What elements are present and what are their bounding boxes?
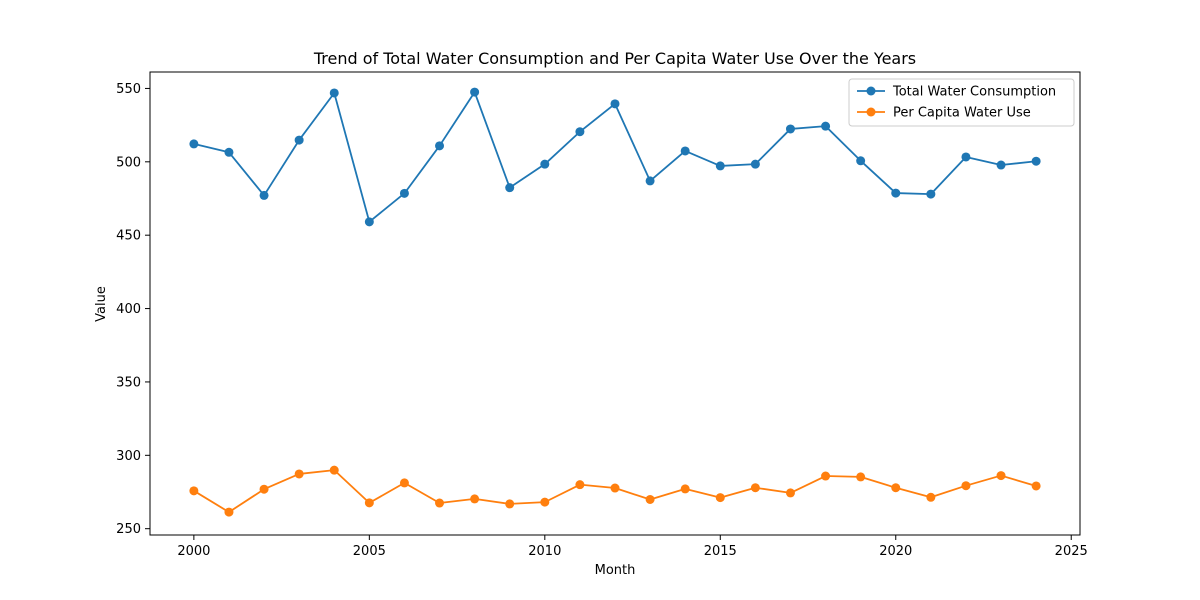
data-point xyxy=(996,160,1006,170)
data-point xyxy=(294,135,304,145)
data-point xyxy=(364,498,374,508)
y-axis-title: Value xyxy=(94,286,109,322)
data-point xyxy=(435,498,445,508)
data-point xyxy=(1031,156,1041,166)
legend-label: Total Water Consumption xyxy=(892,85,1056,100)
x-tick-label: 2000 xyxy=(177,544,210,559)
data-point xyxy=(680,146,690,156)
series-layer xyxy=(189,87,1041,517)
y-tick-label: 400 xyxy=(116,302,141,317)
data-point xyxy=(645,494,655,504)
data-point xyxy=(961,481,971,491)
x-axis-title: Month xyxy=(595,563,636,578)
legend-label: Per Capita Water Use xyxy=(893,106,1031,121)
data-point xyxy=(259,190,269,200)
y-tick-label: 500 xyxy=(116,155,141,170)
data-point xyxy=(926,492,936,502)
x-tick-label: 2015 xyxy=(704,544,737,559)
data-point xyxy=(540,159,550,169)
data-point xyxy=(1031,481,1041,491)
data-point xyxy=(715,493,725,503)
data-point xyxy=(610,99,620,109)
series-1 xyxy=(189,87,1041,227)
data-point xyxy=(540,497,550,507)
data-point xyxy=(470,494,480,504)
data-point xyxy=(785,488,795,498)
data-point xyxy=(750,483,760,493)
data-point xyxy=(996,471,1006,481)
data-point xyxy=(891,483,901,493)
data-point xyxy=(224,507,234,517)
y-tick-label: 350 xyxy=(116,375,141,390)
data-point xyxy=(364,217,374,227)
data-point xyxy=(856,156,866,166)
data-point xyxy=(329,465,339,475)
legend-marker xyxy=(866,107,876,117)
plot-area-frame xyxy=(149,71,1081,536)
x-tick-label: 2010 xyxy=(528,544,561,559)
data-point xyxy=(926,189,936,199)
y-tick-label: 450 xyxy=(116,229,141,244)
x-tick-label: 2005 xyxy=(353,544,386,559)
data-point xyxy=(224,147,234,157)
data-point xyxy=(821,471,831,481)
data-point xyxy=(294,469,304,479)
y-tick-label: 550 xyxy=(116,82,141,97)
legend-item: Total Water Consumption xyxy=(857,85,1056,100)
legend-box xyxy=(848,78,1075,127)
data-point xyxy=(189,486,199,496)
data-point xyxy=(856,472,866,482)
data-point xyxy=(821,121,831,131)
data-point xyxy=(399,188,409,198)
legend-marker xyxy=(866,86,876,96)
data-point xyxy=(645,176,655,186)
y-tick-label: 250 xyxy=(116,522,141,537)
data-point xyxy=(470,87,480,97)
x-tick-label: 2020 xyxy=(879,544,912,559)
data-point xyxy=(189,139,199,149)
data-point xyxy=(750,159,760,169)
data-point xyxy=(575,127,585,137)
data-point xyxy=(505,183,515,193)
legend-item: Per Capita Water Use xyxy=(857,106,1031,121)
data-point xyxy=(259,484,269,494)
data-point xyxy=(610,483,620,493)
data-point xyxy=(399,478,409,488)
data-point xyxy=(329,88,339,98)
data-point xyxy=(715,161,725,171)
x-tick-label: 2025 xyxy=(1055,544,1088,559)
legend: Total Water Consumption Per Capita Water … xyxy=(848,78,1075,127)
x-axis: 2000 2005 2010 2015 2020 2025 xyxy=(177,535,1088,559)
data-point xyxy=(505,499,515,509)
data-point xyxy=(785,124,795,134)
y-tick-label: 300 xyxy=(116,449,141,464)
series-2 xyxy=(189,465,1041,517)
data-point xyxy=(891,188,901,198)
data-point xyxy=(575,480,585,490)
y-axis: 250 300 350 400 450 500 550 xyxy=(116,82,150,537)
data-point xyxy=(435,141,445,151)
data-point xyxy=(961,152,971,162)
data-point xyxy=(680,484,690,494)
chart-title: Trend of Total Water Consumption and Per… xyxy=(313,49,916,68)
